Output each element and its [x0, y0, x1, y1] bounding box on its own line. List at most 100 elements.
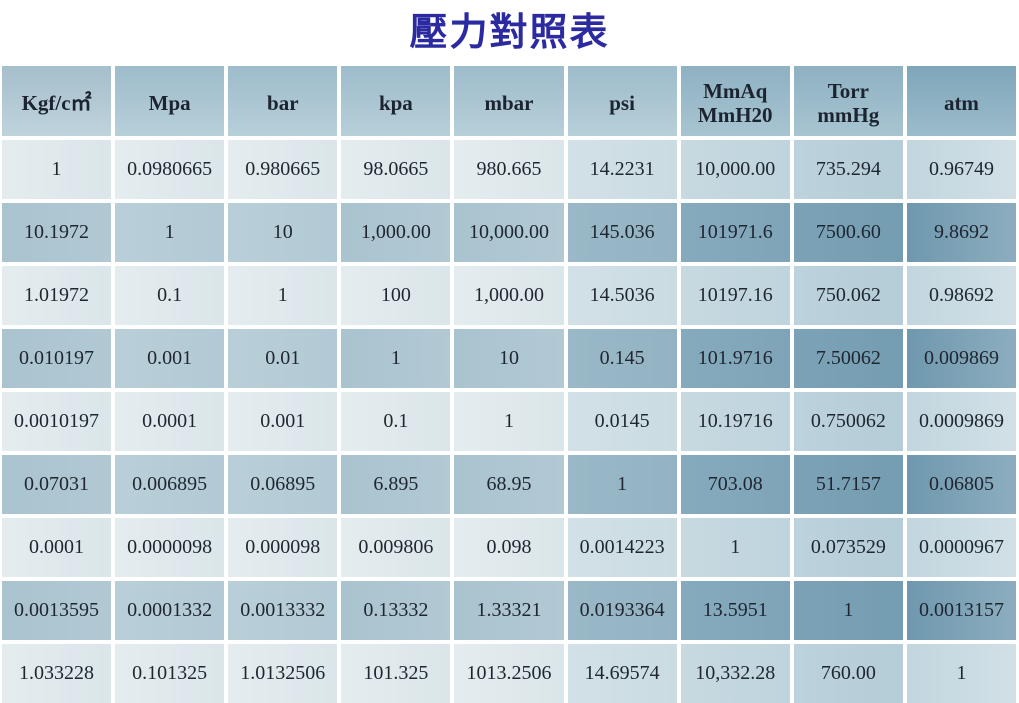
column-header-line1: atm [943, 91, 979, 115]
table-cell: 1 [2, 140, 112, 199]
table-cell: 6.895 [341, 455, 451, 514]
table-cell: 1 [906, 644, 1016, 703]
table-cell: 0.0001 [2, 518, 112, 577]
table-cell: 0.0014223 [567, 518, 677, 577]
table-cell: 0.0013595 [2, 581, 112, 640]
table-cell: 10.1972 [2, 203, 112, 262]
table-cell: 10 [228, 203, 338, 262]
column-header-line1: Kgf/c㎡ [21, 91, 92, 115]
column-header: Torr mmHg [793, 66, 903, 136]
table-cell: 1,000.00 [341, 203, 451, 262]
table-cell: 101.325 [341, 644, 451, 703]
table-cell: 7500.60 [793, 203, 903, 262]
table-cell: 101.9716 [680, 329, 790, 388]
column-header-line1: mbar [484, 91, 534, 115]
column-header-line1: kpa [378, 91, 413, 115]
column-header-line1: bar [267, 91, 299, 115]
table-cell: 0.0009869 [906, 392, 1016, 451]
table-cell: 9.8692 [906, 203, 1016, 262]
table-cell: 0.06805 [906, 455, 1016, 514]
table-cell: 0.750062 [793, 392, 903, 451]
table-cell: 0.0193364 [567, 581, 677, 640]
table-cell: 0.0000967 [906, 518, 1016, 577]
table-cell: 0.1 [341, 392, 451, 451]
table-cell: 14.69574 [567, 644, 677, 703]
table-cell: 1,000.00 [454, 266, 564, 325]
table-cell: 0.010197 [2, 329, 112, 388]
table-cell: 750.062 [793, 266, 903, 325]
table-cell: 98.0665 [341, 140, 451, 199]
column-header: kpa [341, 66, 451, 136]
column-header: Kgf/c㎡ [2, 66, 112, 136]
table-cell: 0.098 [454, 518, 564, 577]
table-cell: 0.0145 [567, 392, 677, 451]
table-cell: 1.0132506 [228, 644, 338, 703]
table-cell: 0.01 [228, 329, 338, 388]
table-cell: 1 [567, 455, 677, 514]
table-cell: 10,000.00 [680, 140, 790, 199]
table-cell: 0.98692 [906, 266, 1016, 325]
column-header-line1: Mpa [148, 91, 191, 115]
table-cell: 0.13332 [341, 581, 451, 640]
table-cell: 0.0001332 [115, 581, 225, 640]
column-header: atm [906, 66, 1016, 136]
table-cell: 1 [454, 392, 564, 451]
table-cell: 1 [680, 518, 790, 577]
table-cell: 760.00 [793, 644, 903, 703]
table-cell: 1 [228, 266, 338, 325]
table-cell: 145.036 [567, 203, 677, 262]
table-cell: 0.07031 [2, 455, 112, 514]
table-cell: 0.009869 [906, 329, 1016, 388]
table-cell: 0.009806 [341, 518, 451, 577]
column-header-line1: MmAq [703, 79, 768, 103]
table-cell: 1013.2506 [454, 644, 564, 703]
column-header: bar [228, 66, 338, 136]
table-cell: 100 [341, 266, 451, 325]
table-cell: 0.0013157 [906, 581, 1016, 640]
table-cell: 0.0013332 [228, 581, 338, 640]
table-cell: 0.980665 [228, 140, 338, 199]
table-cell: 0.06895 [228, 455, 338, 514]
table-cell: 1.01972 [2, 266, 112, 325]
table-cell: 0.001 [115, 329, 225, 388]
table-cell: 10,000.00 [454, 203, 564, 262]
table-cell: 0.0010197 [2, 392, 112, 451]
table-cell: 13.5951 [680, 581, 790, 640]
column-header: MmAq MmH20 [680, 66, 790, 136]
table-cell: 703.08 [680, 455, 790, 514]
table-cell: 14.5036 [567, 266, 677, 325]
table-cell: 0.006895 [115, 455, 225, 514]
table-cell: 0.0001 [115, 392, 225, 451]
column-header-line2: mmHg [817, 103, 880, 127]
column-header: mbar [454, 66, 564, 136]
table-cell: 10 [454, 329, 564, 388]
table-cell: 0.0000098 [115, 518, 225, 577]
table-cell: 1 [793, 581, 903, 640]
pressure-conversion-table: Kgf/c㎡ Mpa bar kpa mbar psi MmAq MmH20 Torr mmHg a… [2, 66, 1016, 703]
table-cell: 0.1 [115, 266, 225, 325]
table-cell: 1.033228 [2, 644, 112, 703]
table-cell: 51.7157 [793, 455, 903, 514]
table-cell: 0.96749 [906, 140, 1016, 199]
table-cell: 10,332.28 [680, 644, 790, 703]
table-cell: 10.19716 [680, 392, 790, 451]
table-cell: 980.665 [454, 140, 564, 199]
table-cell: 1 [341, 329, 451, 388]
column-header: psi [567, 66, 677, 136]
table-cell: 68.95 [454, 455, 564, 514]
table-cell: 0.073529 [793, 518, 903, 577]
table-cell: 1.33321 [454, 581, 564, 640]
table-cell: 735.294 [793, 140, 903, 199]
table-cell: 10197.16 [680, 266, 790, 325]
column-header: Mpa [115, 66, 225, 136]
column-header-line1: psi [609, 91, 635, 115]
table-cell: 0.000098 [228, 518, 338, 577]
table-cell: 101971.6 [680, 203, 790, 262]
table-cell: 0.001 [228, 392, 338, 451]
column-header-line2: MmH20 [697, 103, 773, 127]
table-cell: 0.145 [567, 329, 677, 388]
table-cell: 14.2231 [567, 140, 677, 199]
table-cell: 1 [115, 203, 225, 262]
table-cell: 7.50062 [793, 329, 903, 388]
table-cell: 0.0980665 [115, 140, 225, 199]
